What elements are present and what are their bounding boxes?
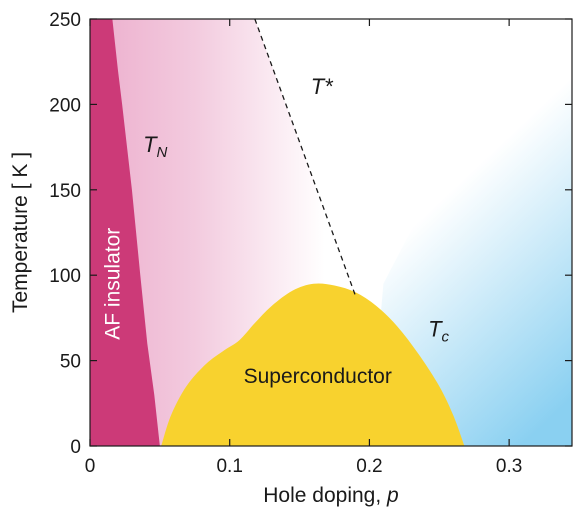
superconductor-label: Superconductor	[244, 365, 392, 388]
x-axis-label-var: p	[386, 484, 399, 507]
axis-ticks: 0 0.1 0.2 0.3 0 50 100 150 200 250	[49, 10, 572, 477]
plot-regions	[90, 19, 572, 446]
tc-sub: c	[442, 329, 450, 346]
y-tick-label: 150	[49, 181, 81, 202]
tn-main: T	[143, 132, 158, 157]
x-tick-label: 0.2	[356, 456, 382, 477]
tn-curve-label: TN	[143, 132, 167, 161]
tc-main: T	[428, 317, 443, 342]
y-tick-label: 250	[49, 10, 81, 31]
x-axis-label: Hole doping, p	[263, 484, 398, 507]
plot-frame	[89, 18, 573, 447]
y-tick-label: 50	[60, 352, 81, 373]
t-star-dashed-line	[254, 19, 357, 296]
x-tick-label: 0.1	[216, 456, 242, 477]
fermi-liquid-region	[369, 19, 572, 446]
y-tick-label: 0	[70, 437, 81, 458]
af-insulator-region	[90, 19, 160, 446]
tc-curve-label: Tc	[428, 317, 449, 346]
tn-sub: N	[157, 144, 168, 161]
x-axis-label-main: Hole doping,	[263, 484, 387, 507]
x-tick-label: 0.3	[496, 456, 522, 477]
y-tick-label: 200	[49, 95, 81, 116]
tstar-curve-label: T*	[311, 74, 334, 99]
x-tick-label: 0	[85, 456, 96, 477]
y-axis-label: Temperature [ K ]	[9, 152, 32, 313]
superconductor-region	[161, 283, 465, 446]
y-tick-label: 100	[49, 266, 81, 287]
af-insulator-label: AF insulator	[101, 228, 124, 340]
